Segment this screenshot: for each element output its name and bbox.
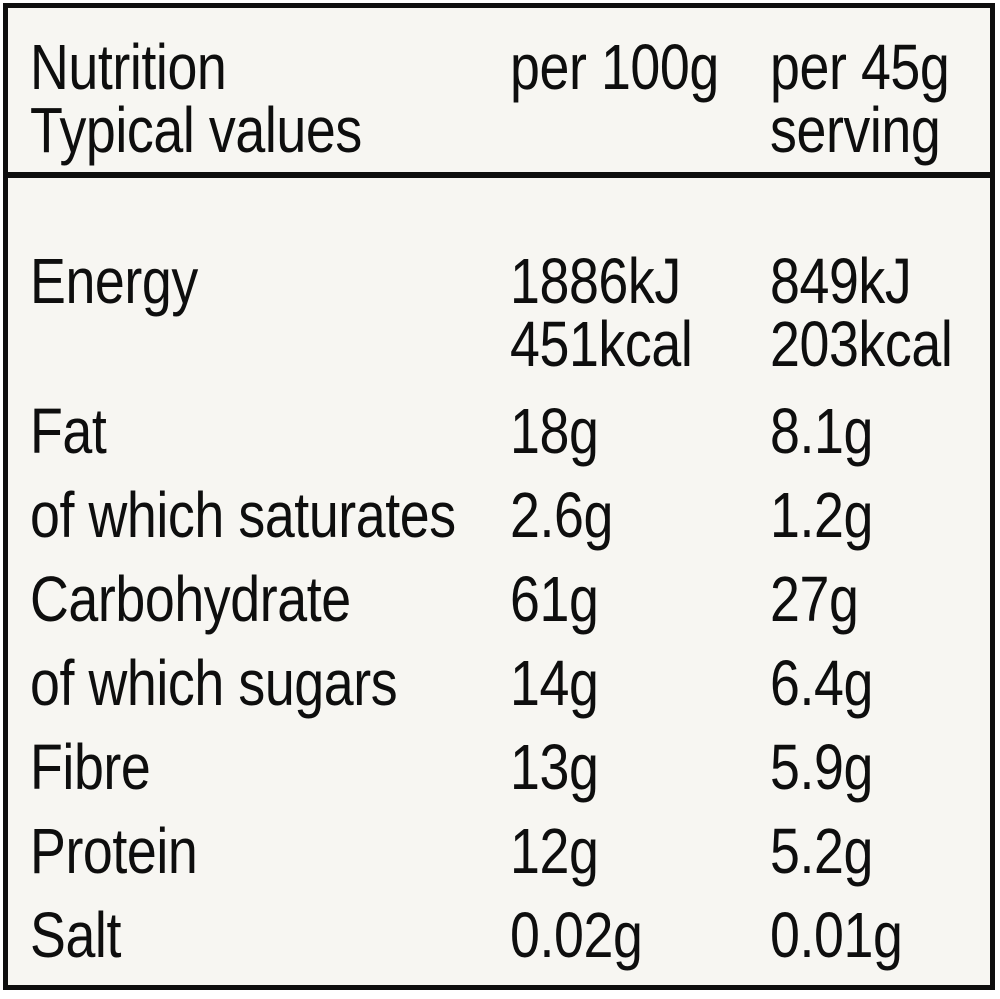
nutrient-row-protein: Protein 12g 5.2g: [30, 815, 990, 904]
per45-value: 27g: [770, 563, 859, 635]
per100-value: 1886kJ: [510, 245, 681, 317]
per45-value: 8.1g: [770, 395, 873, 467]
per45-value-cell: 5.2g: [770, 815, 990, 904]
per45-value-cell: 27g: [770, 563, 990, 652]
header-title-line1: Nutrition: [30, 31, 227, 103]
nutrient-name-cell: Energy: [30, 245, 510, 400]
nutrient-row-energy: Energy 1886kJ 451kcal 849kJ 203kcal: [30, 245, 990, 400]
per45-value-cell: 6.4g: [770, 647, 990, 736]
nutrition-table-body: Energy 1886kJ 451kcal 849kJ 203kcal Fat …: [8, 178, 990, 988]
per100-value-cell: 13g: [510, 731, 770, 820]
nutrient-name-cell: Salt: [30, 899, 510, 988]
nutrient-name: Fat: [30, 395, 107, 467]
nutrient-row-saturates: of which saturates 2.6g 1.2g: [30, 479, 990, 568]
per100-value-cell: 0.02g: [510, 899, 770, 988]
per45-column-header-line2: serving: [770, 94, 941, 166]
nutrient-name: of which saturates: [30, 479, 456, 551]
nutrient-row-sugars: of which sugars 14g 6.4g: [30, 647, 990, 736]
per100-value: 18g: [510, 395, 599, 467]
nutrient-row-fat: Fat 18g 8.1g: [30, 395, 990, 484]
header-title-line2: Typical values: [30, 94, 362, 166]
per100-column-header: per 100g: [510, 31, 719, 103]
per100-value-cell: 18g: [510, 395, 770, 484]
nutrient-name: Energy: [30, 245, 198, 317]
nutrient-name: Fibre: [30, 731, 151, 803]
header-title-cell: Nutrition Typical values: [30, 31, 510, 172]
nutrient-row-fibre: Fibre 13g 5.9g: [30, 731, 990, 820]
per100-value: 14g: [510, 647, 599, 719]
per100-value: 61g: [510, 563, 599, 635]
nutrient-name: Protein: [30, 815, 198, 887]
per100-column-header-cell: per 100g: [510, 31, 770, 172]
per100-value-cell: 1886kJ 451kcal: [510, 245, 770, 400]
nutrient-row-carbohydrate: Carbohydrate 61g 27g: [30, 563, 990, 652]
nutrient-name-cell: of which sugars: [30, 647, 510, 736]
per100-value-cell: 14g: [510, 647, 770, 736]
header-row: Nutrition Typical values per 100g per 45…: [8, 8, 990, 178]
per100-value: 2.6g: [510, 479, 613, 551]
nutrient-name: Salt: [30, 899, 121, 971]
per100-value-cell: 2.6g: [510, 479, 770, 568]
per100-value: 0.02g: [510, 899, 643, 971]
per45-value: 6.4g: [770, 647, 873, 719]
per100-value-line2: 451kcal: [510, 308, 693, 380]
per45-value-cell: 8.1g: [770, 395, 990, 484]
per45-column-header-cell: per 45g serving: [770, 31, 990, 172]
per45-value: 0.01g: [770, 899, 903, 971]
nutrient-name-cell: Protein: [30, 815, 510, 904]
per45-column-header-line1: per 45g: [770, 31, 950, 103]
nutrient-name-cell: Carbohydrate: [30, 563, 510, 652]
per45-value: 849kJ: [770, 245, 912, 317]
per100-value: 13g: [510, 731, 599, 803]
per45-value-cell: 0.01g: [770, 899, 990, 988]
per100-value: 12g: [510, 815, 599, 887]
nutrition-label: Nutrition Typical values per 100g per 45…: [3, 3, 995, 990]
nutrient-name-cell: Fat: [30, 395, 510, 484]
nutrient-row-salt: Salt 0.02g 0.01g: [30, 899, 990, 988]
nutrient-name-cell: of which saturates: [30, 479, 510, 568]
nutrient-name: Carbohydrate: [30, 563, 351, 635]
per45-value-cell: 1.2g: [770, 479, 990, 568]
per45-value: 5.2g: [770, 815, 873, 887]
per45-value: 1.2g: [770, 479, 873, 551]
per45-value-cell: 849kJ 203kcal: [770, 245, 990, 400]
per45-value-cell: 5.9g: [770, 731, 990, 820]
nutrient-name-cell: Fibre: [30, 731, 510, 820]
per45-value: 5.9g: [770, 731, 873, 803]
per100-value-cell: 61g: [510, 563, 770, 652]
nutrient-name: of which sugars: [30, 647, 398, 719]
per100-value-cell: 12g: [510, 815, 770, 904]
per45-value-line2: 203kcal: [770, 308, 953, 380]
